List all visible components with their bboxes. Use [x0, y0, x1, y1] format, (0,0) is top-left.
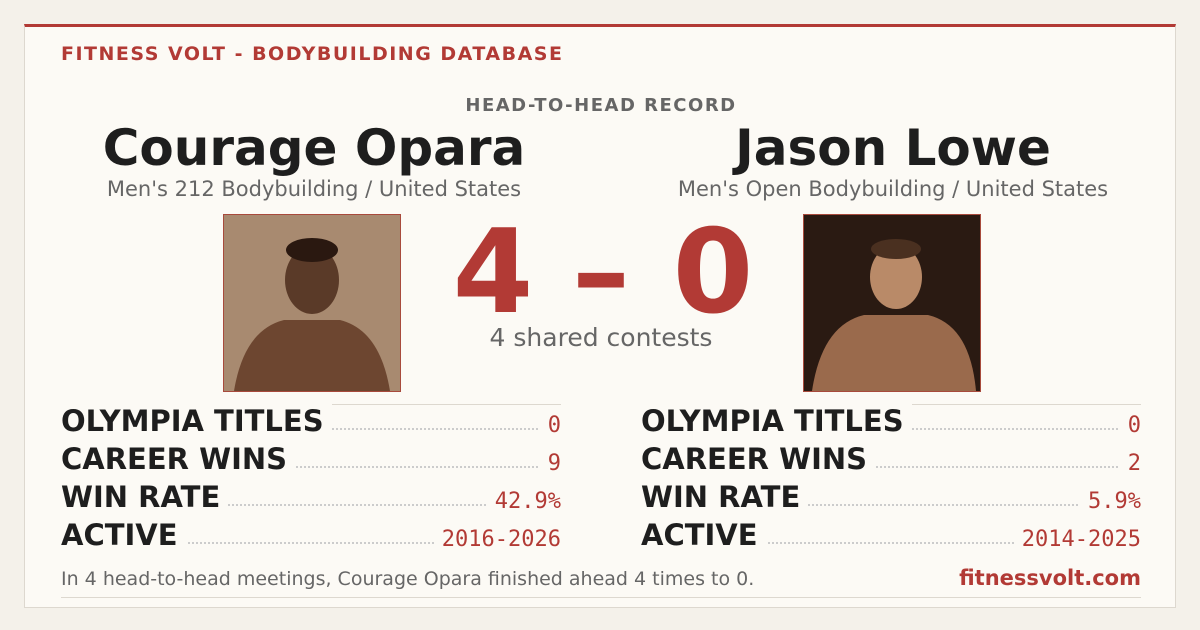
stat-label: WIN RATE: [61, 480, 229, 514]
stat-label: ACTIVE: [61, 518, 186, 552]
photo-figure: [804, 215, 980, 391]
leader: [61, 542, 561, 544]
stat-value: 2: [1119, 451, 1141, 476]
photo-figure: [224, 215, 400, 391]
right-name: Jason Lowe: [735, 119, 1051, 177]
stat-label: CAREER WINS: [61, 442, 296, 476]
card: FITNESS VOLT - BODYBUILDING DATABASE HEA…: [24, 24, 1176, 608]
stat-row: CAREER WINS 2: [641, 440, 1141, 478]
stat-row: WIN RATE 42.9%: [61, 478, 561, 516]
leader: [641, 542, 1141, 544]
right-photo: [803, 214, 981, 392]
stat-value: 2016-2026: [433, 527, 561, 552]
left-division: Men's 212 Bodybuilding / United States: [106, 177, 522, 201]
right-division: Men's Open Bodybuilding / United States: [677, 177, 1109, 201]
stat-label: OLYMPIA TITLES: [641, 404, 912, 438]
left-photo: [223, 214, 401, 392]
stat-label: ACTIVE: [641, 518, 766, 552]
leader: [61, 504, 561, 506]
stat-value: 0: [1119, 413, 1141, 438]
footer-summary: In 4 head-to-head meetings, Courage Opar…: [61, 568, 755, 590]
stat-label: WIN RATE: [641, 480, 809, 514]
score-caption: 4 shared contests: [489, 323, 713, 352]
left-name: Courage Opara: [102, 119, 526, 177]
divider: [61, 597, 1141, 598]
site-link[interactable]: fitnessvolt.com: [959, 566, 1141, 590]
score-left: 4: [452, 205, 534, 340]
leader: [641, 504, 1141, 506]
stat-row: ACTIVE 2016-2026: [61, 516, 561, 554]
stat-row: CAREER WINS 9: [61, 440, 561, 478]
stat-row: WIN RATE 5.9%: [641, 478, 1141, 516]
stat-value: 0: [539, 413, 561, 438]
brand: FITNESS VOLT - BODYBUILDING DATABASE: [61, 43, 564, 65]
stat-label: OLYMPIA TITLES: [61, 404, 332, 438]
stat-label: CAREER WINS: [641, 442, 876, 476]
stat-row: OLYMPIA TITLES 0: [61, 402, 561, 440]
score-separator: –: [572, 205, 630, 340]
leader: [61, 466, 561, 468]
stat-row: ACTIVE 2014-2025: [641, 516, 1141, 554]
stat-value: 5.9%: [1080, 489, 1141, 514]
leader: [641, 466, 1141, 468]
score-right: 0: [672, 205, 754, 340]
stat-row: OLYMPIA TITLES 0: [641, 402, 1141, 440]
subtitle: HEAD-TO-HEAD RECORD: [465, 95, 737, 116]
stat-value: 9: [539, 451, 561, 476]
stat-value: 42.9%: [486, 489, 561, 514]
stat-value: 2014-2025: [1013, 527, 1141, 552]
